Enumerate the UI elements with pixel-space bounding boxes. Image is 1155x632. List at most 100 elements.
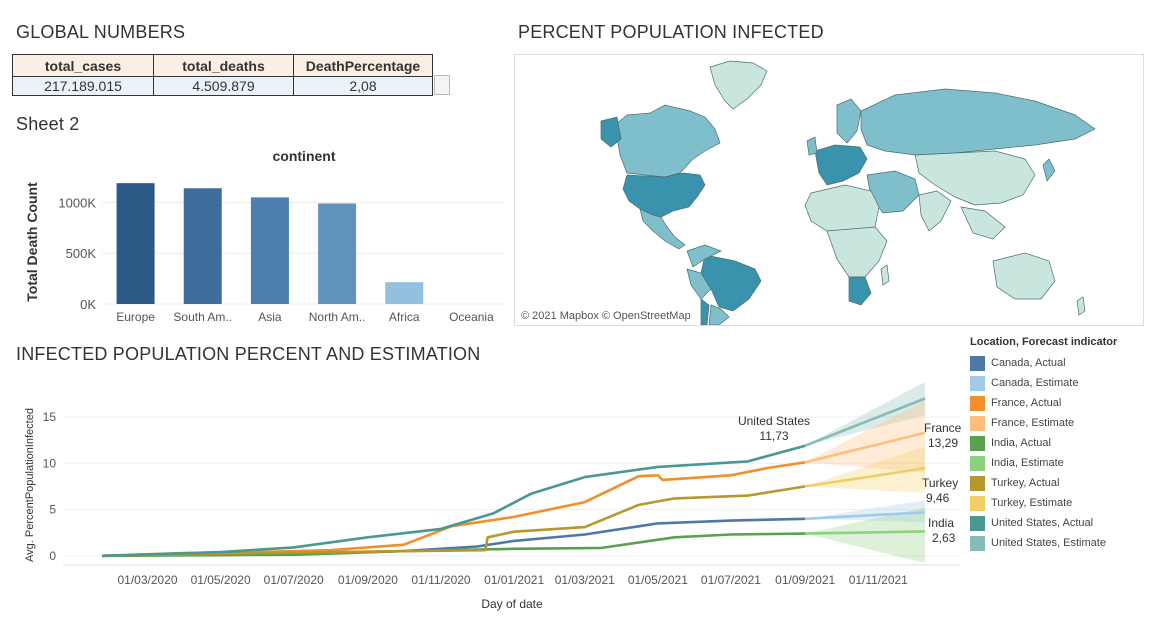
legend-item[interactable]: Turkey, Actual — [970, 473, 1150, 493]
legend-swatch — [970, 375, 985, 391]
end-label-name: United States — [738, 414, 810, 428]
forecast-band — [805, 381, 925, 446]
bar-x-label: Asia — [258, 310, 282, 324]
legend-item[interactable]: Canada, Actual — [970, 353, 1150, 373]
map-japan[interactable] — [1042, 158, 1056, 182]
end-label-value: 2,63 — [932, 531, 956, 545]
map-colombia-venezuela[interactable] — [686, 244, 722, 268]
series-line-france-estimate[interactable] — [804, 431, 926, 464]
legend-label: Turkey, Actual — [991, 477, 1060, 489]
series-line-turkey-actual[interactable] — [101, 485, 806, 558]
legend-item[interactable]: France, Estimate — [970, 413, 1150, 433]
series-line-canada-estimate[interactable] — [805, 511, 926, 521]
map-peru[interactable] — [686, 268, 712, 300]
line-y-tick-label: 15 — [43, 410, 57, 424]
header-total-deaths: total_deaths — [153, 54, 294, 77]
bar-y-ticks: 0K 500K 1000K — [58, 195, 96, 312]
legend-items: Canada, Actual Canada, Estimate France, Ac… — [970, 353, 1150, 553]
legend-label: Canada, Actual — [991, 357, 1066, 369]
map-brazil[interactable] — [700, 254, 762, 312]
table-scroll-button[interactable] — [434, 75, 450, 95]
end-label-value: 13,29 — [928, 436, 958, 450]
legend-swatch — [970, 415, 985, 431]
line-x-tick-label: 01/01/2021 — [484, 573, 544, 587]
map-uk[interactable] — [806, 136, 818, 156]
map-canada[interactable] — [614, 104, 721, 178]
value-total-deaths: 4.509.879 — [153, 76, 294, 96]
series-lines — [101, 397, 926, 558]
line-y-ticks: 0 5 10 15 — [43, 410, 57, 563]
line-y-tick-label: 10 — [43, 456, 57, 470]
map-title: PERCENT POPULATION INFECTED — [518, 22, 824, 42]
global-numbers-table: total_cases total_deaths DeathPercentage… — [12, 54, 433, 96]
value-total-cases: 217.189.015 — [12, 76, 154, 96]
series-line-india-estimate[interactable] — [805, 530, 926, 535]
line-x-tick-label: 01/05/2020 — [191, 573, 251, 587]
map-china-asia[interactable] — [914, 150, 1036, 206]
map-central-africa[interactable] — [826, 226, 888, 278]
line-x-tick-label: 01/09/2021 — [775, 573, 835, 587]
bar-chart-title: continent — [273, 148, 336, 164]
world-map-panel[interactable]: © 2021 Mapbox © OpenStreetMap — [514, 54, 1144, 326]
legend-item[interactable]: United States, Actual — [970, 513, 1150, 533]
map-europe[interactable] — [814, 144, 868, 186]
legend-item[interactable]: India, Estimate — [970, 453, 1150, 473]
legend-label: Turkey, Estimate — [991, 497, 1073, 509]
map-australia[interactable] — [992, 252, 1056, 300]
map-mexico[interactable] — [639, 208, 686, 250]
legend-label: France, Estimate — [991, 417, 1075, 429]
legend-label: France, Actual — [991, 397, 1062, 409]
series-line-united-states-actual[interactable] — [101, 444, 806, 558]
value-death-percentage: 2,08 — [293, 76, 433, 96]
legend-swatch — [970, 535, 985, 551]
series-line-united-states-estimate[interactable] — [804, 397, 926, 447]
series-line-india-actual[interactable] — [101, 532, 806, 558]
map-south-africa[interactable] — [848, 276, 872, 306]
end-label-name: India — [928, 516, 954, 530]
map-russia[interactable] — [860, 88, 1096, 156]
bar-africa[interactable] — [385, 282, 424, 304]
series-line-turkey-estimate[interactable] — [805, 466, 926, 488]
bar-x-labels: Europe South Am.. Asia North Am.. Africa Ocea… — [116, 310, 494, 324]
bar-asia[interactable] — [250, 197, 289, 304]
map-scandinavia[interactable] — [836, 98, 862, 144]
map-new-zealand[interactable] — [1076, 296, 1086, 316]
end-label-name: France — [924, 421, 962, 435]
legend-item[interactable]: India, Actual — [970, 433, 1150, 453]
bar-gridlines — [102, 201, 505, 305]
bar-chart-ylabel: Total Death Count — [24, 182, 40, 302]
legend-item[interactable]: United States, Estimate — [970, 533, 1150, 553]
map-chile[interactable] — [700, 298, 710, 326]
map-argentina[interactable] — [708, 304, 730, 326]
line-x-tick-label: 01/11/2020 — [411, 573, 470, 587]
forecast-bands — [805, 381, 925, 564]
bar-y-tick-label: 0K — [80, 297, 96, 312]
line-x-tick-label: 01/03/2020 — [117, 573, 177, 587]
line-x-tick-label: 01/11/2021 — [849, 573, 908, 587]
map-madagascar[interactable] — [880, 264, 890, 286]
legend-label: United States, Estimate — [991, 537, 1106, 549]
map-india[interactable] — [918, 190, 952, 232]
line-y-tick-label: 0 — [49, 549, 56, 563]
legend-item[interactable]: France, Actual — [970, 393, 1150, 413]
map-alaska[interactable] — [600, 116, 622, 148]
world-map[interactable]: © 2021 Mapbox © OpenStreetMap — [515, 55, 1143, 326]
map-usa[interactable] — [622, 172, 706, 218]
bar-north-am-[interactable] — [318, 203, 357, 304]
line-gridlines — [63, 416, 960, 566]
map-se-asia[interactable] — [960, 206, 1006, 240]
legend-swatch — [970, 395, 985, 411]
bar-south-am-[interactable] — [183, 188, 222, 304]
bar-europe[interactable] — [116, 183, 155, 304]
continent-bar-chart: continent Total Death Count 0K500K1000K … — [24, 148, 505, 324]
map-greenland[interactable] — [709, 60, 768, 110]
legend-item[interactable]: Turkey, Estimate — [970, 493, 1150, 513]
legend-label: India, Estimate — [991, 457, 1064, 469]
bar-x-label: Europe — [116, 310, 155, 324]
line-x-tick-label: 01/05/2021 — [628, 573, 688, 587]
end-label-value: 9,46 — [926, 491, 950, 505]
sheet2-title: Sheet 2 — [16, 114, 80, 134]
map-north-africa[interactable] — [804, 184, 880, 232]
legend-item[interactable]: Canada, Estimate — [970, 373, 1150, 393]
